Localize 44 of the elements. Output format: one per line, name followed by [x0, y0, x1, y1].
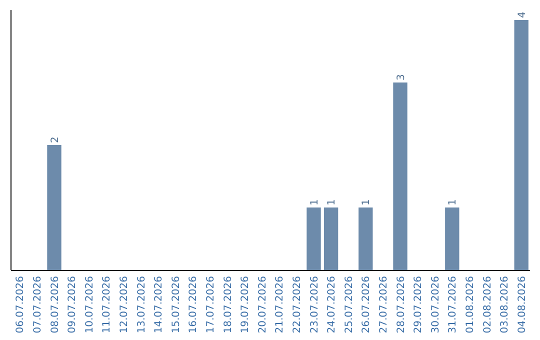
data-label: 2 [50, 136, 61, 143]
bar [324, 208, 338, 270]
x-tick-label: 01.08.2026 [464, 276, 476, 334]
x-tick-label: 31.07.2026 [448, 276, 459, 334]
bar [393, 82, 408, 270]
bar [47, 145, 62, 270]
x-tick-label: 07.07.2026 [32, 276, 44, 334]
data-label: 1 [448, 199, 459, 206]
x-tick-label: 04.08.2026 [516, 276, 528, 334]
x-tick-label: 25.07.2026 [344, 276, 355, 334]
x-tick-label: 28.07.2026 [396, 276, 407, 334]
x-tick-label: 26.07.2026 [361, 276, 372, 334]
x-tick-label: 11.07.2026 [102, 276, 113, 334]
x-tick-label: 16.07.2026 [188, 276, 200, 334]
x-tick-label: 12.07.2026 [118, 276, 130, 334]
x-tick-label: 22.07.2026 [292, 276, 303, 334]
x-tick-label: 21.07.2026 [274, 276, 286, 334]
x-tick-label: 19.07.2026 [240, 276, 252, 334]
x-tick-label: 14.07.2026 [154, 276, 165, 334]
x-tick-label: 02.08.2026 [482, 276, 494, 334]
x-tick-label: 23.07.2026 [309, 276, 320, 334]
bar [445, 208, 460, 270]
x-tick-label: 27.07.2026 [378, 276, 390, 334]
x-tick-label: 30.07.2026 [430, 276, 442, 334]
x-tick-label: 24.07.2026 [326, 276, 338, 334]
x-tick-label: 15.07.2026 [170, 276, 182, 334]
x-tick-label: 29.07.2026 [413, 276, 424, 334]
data-label: 1 [309, 199, 320, 206]
x-tick-label: 17.07.2026 [205, 276, 216, 334]
data-label: 4 [516, 12, 528, 18]
x-tick-label: 20.07.2026 [257, 276, 268, 334]
x-tick-label: 09.07.2026 [67, 276, 78, 334]
bar [514, 20, 528, 270]
bar [358, 208, 373, 270]
x-tick-label: 03.08.2026 [500, 276, 511, 334]
x-tick-label: 08.07.2026 [50, 276, 61, 334]
data-label: 1 [361, 199, 372, 206]
x-tick-label: 10.07.2026 [84, 276, 96, 334]
bar [306, 208, 321, 270]
x-tick-label: 18.07.2026 [222, 276, 234, 334]
x-tick-label: 13.07.2026 [136, 276, 148, 334]
x-tick-label: 06.07.2026 [15, 276, 26, 334]
data-label: 3 [396, 74, 407, 80]
data-label: 1 [326, 199, 338, 206]
